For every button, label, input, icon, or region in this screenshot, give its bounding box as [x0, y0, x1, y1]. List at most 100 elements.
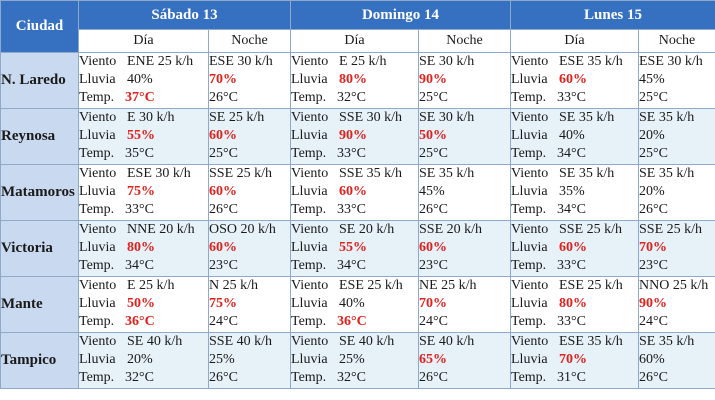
wind-line: NNO 25 k/h — [640, 278, 715, 296]
rain-line: 70% — [210, 71, 290, 89]
rain-line: Lluvia 80% — [512, 295, 638, 313]
rain-value: 50% — [127, 296, 155, 311]
rain-label: Lluvia — [511, 240, 548, 255]
wind-line: Viento NNE 20 k/h — [80, 222, 208, 240]
temp-value: 32°C — [337, 370, 366, 385]
wind-label: Viento — [511, 278, 549, 293]
wind-label: Viento — [291, 110, 329, 125]
rain-line: Lluvia 90% — [292, 127, 418, 145]
temp-value: 26°C — [639, 370, 668, 385]
table-row: Victoria Viento NNE 20 k/h Lluvia 80% Temp. 34… — [0, 220, 715, 277]
rain-line: Lluvia 60% — [512, 71, 638, 89]
rain-value: 70% — [559, 352, 587, 367]
temp-line: 24°C — [419, 313, 510, 331]
wind-line: SE 35 k/h — [639, 166, 715, 184]
temp-line: 25°C — [420, 89, 510, 107]
forecast-cell: Viento SE 35 k/h Lluvia 40% Temp. 34°C — [510, 108, 639, 165]
rain-value: 65% — [419, 352, 448, 367]
temp-value: 23°C — [419, 258, 448, 273]
rain-value: 75% — [209, 296, 238, 311]
forecast-cell: SE 30 k/h 90% 25°C — [418, 52, 511, 109]
forecast-cell: NNO 25 k/h 90% 24°C — [638, 276, 715, 333]
rain-line: 70% — [639, 239, 715, 257]
rain-value: 60% — [419, 240, 448, 255]
wind-label: Viento — [79, 278, 117, 293]
wind-line: Viento SSE 35 k/h — [292, 166, 418, 184]
rain-value: 60% — [339, 184, 367, 199]
rain-label: Lluvia — [79, 352, 116, 367]
temp-line: 26°C — [639, 369, 715, 387]
temp-line: Temp. 32°C — [79, 369, 208, 387]
temp-line: Temp. 31°C — [512, 369, 638, 387]
wind-line: SSE 25 k/h — [210, 166, 290, 184]
wind-line: SE 30 k/h — [419, 54, 510, 72]
wind-line: SE 35 k/h — [640, 110, 715, 128]
temp-label: Temp. — [511, 314, 547, 329]
temp-value: 23°C — [209, 258, 238, 273]
rain-value: 20% — [639, 184, 665, 199]
temp-value: 32°C — [337, 90, 366, 105]
wind-line: Viento ESE 25 k/h — [292, 278, 418, 296]
rain-value: 60% — [559, 72, 587, 87]
rain-value: 55% — [127, 128, 155, 143]
wind-line: SSE 25 k/h — [639, 222, 715, 240]
rain-value: 60% — [559, 240, 587, 255]
wind-line: Viento ESE 35 k/h — [511, 334, 638, 352]
wind-label: Viento — [511, 110, 549, 125]
wind-value: NE 25 k/h — [419, 278, 477, 293]
temp-line: 23°C — [419, 257, 510, 275]
temp-value: 33°C — [337, 146, 366, 161]
rain-value: 25% — [339, 352, 365, 367]
rain-line: 65% — [419, 351, 510, 369]
temp-label: Temp. — [291, 146, 327, 161]
rain-value: 40% — [339, 296, 365, 311]
day-header-domingo: Domingo 14 — [290, 0, 511, 30]
wind-label: Viento — [79, 166, 117, 181]
wind-label: Viento — [511, 334, 549, 349]
rain-label: Lluvia — [79, 184, 116, 199]
wind-value: ESE 25 k/h — [339, 278, 403, 293]
temp-label: Temp. — [79, 258, 115, 273]
wind-value: ENE 25 k/h — [127, 54, 194, 69]
forecast-cell: Viento ESE 25 k/h Lluvia 40% Temp. 36°C — [290, 276, 419, 333]
temp-label: Temp. — [79, 370, 115, 385]
temp-label: Temp. — [291, 90, 327, 105]
rain-line: Lluvia 70% — [512, 351, 638, 369]
rain-line: Lluvia 55% — [292, 239, 418, 257]
temp-line: Temp. 36°C — [292, 313, 418, 331]
forecast-cell: SE 35 k/h 60% 26°C — [638, 332, 715, 389]
wind-label: Viento — [511, 222, 549, 237]
rain-label: Lluvia — [511, 184, 548, 199]
rain-value: 70% — [639, 240, 668, 255]
temp-value: 34°C — [557, 146, 586, 161]
rain-label: Lluvia — [79, 128, 116, 143]
forecast-cell: Viento SSE 35 k/h Lluvia 60% Temp. 33°C — [290, 164, 419, 221]
wind-value: N 25 k/h — [209, 278, 259, 293]
temp-value: 33°C — [557, 314, 586, 329]
forecast-cell: SE 35 k/h 20% 25°C — [638, 108, 715, 165]
forecast-cell: Viento E 25 k/h Lluvia 80% Temp. 32°C — [290, 52, 419, 109]
wind-value: SE 30 k/h — [419, 110, 475, 125]
wind-value: SSE 40 k/h — [209, 334, 273, 349]
wind-line: Viento SE 40 k/h — [292, 334, 418, 352]
temp-value: 32°C — [125, 370, 154, 385]
wind-value: ESE 35 k/h — [559, 54, 623, 69]
rain-line: Lluvia 50% — [80, 295, 208, 313]
rain-value: 60% — [209, 128, 238, 143]
city-name: Matamoros — [0, 164, 79, 221]
wind-value: SE 35 k/h — [639, 166, 695, 181]
forecast-cell: Viento SE 40 k/h Lluvia 25% Temp. 32°C — [290, 332, 419, 389]
rain-line: 60% — [419, 239, 510, 257]
rain-line: 90% — [420, 71, 510, 89]
wind-value: SSE 25 k/h — [639, 222, 703, 237]
temp-value: 26°C — [209, 202, 238, 217]
forecast-body: N. Laredo Viento ENE 25 k/h Lluvia 40% Temp. 3… — [0, 52, 715, 389]
forecast-cell: Viento E 25 k/h Lluvia 50% Temp. 36°C — [78, 276, 209, 333]
wind-value: SE 30 k/h — [419, 54, 475, 69]
temp-value: 33°C — [125, 202, 154, 217]
rain-line: 90% — [640, 295, 715, 313]
rain-value: 20% — [127, 352, 153, 367]
rain-value: 20% — [639, 128, 665, 143]
wind-value: ESE 25 k/h — [559, 278, 623, 293]
temp-value: 24°C — [419, 314, 448, 329]
